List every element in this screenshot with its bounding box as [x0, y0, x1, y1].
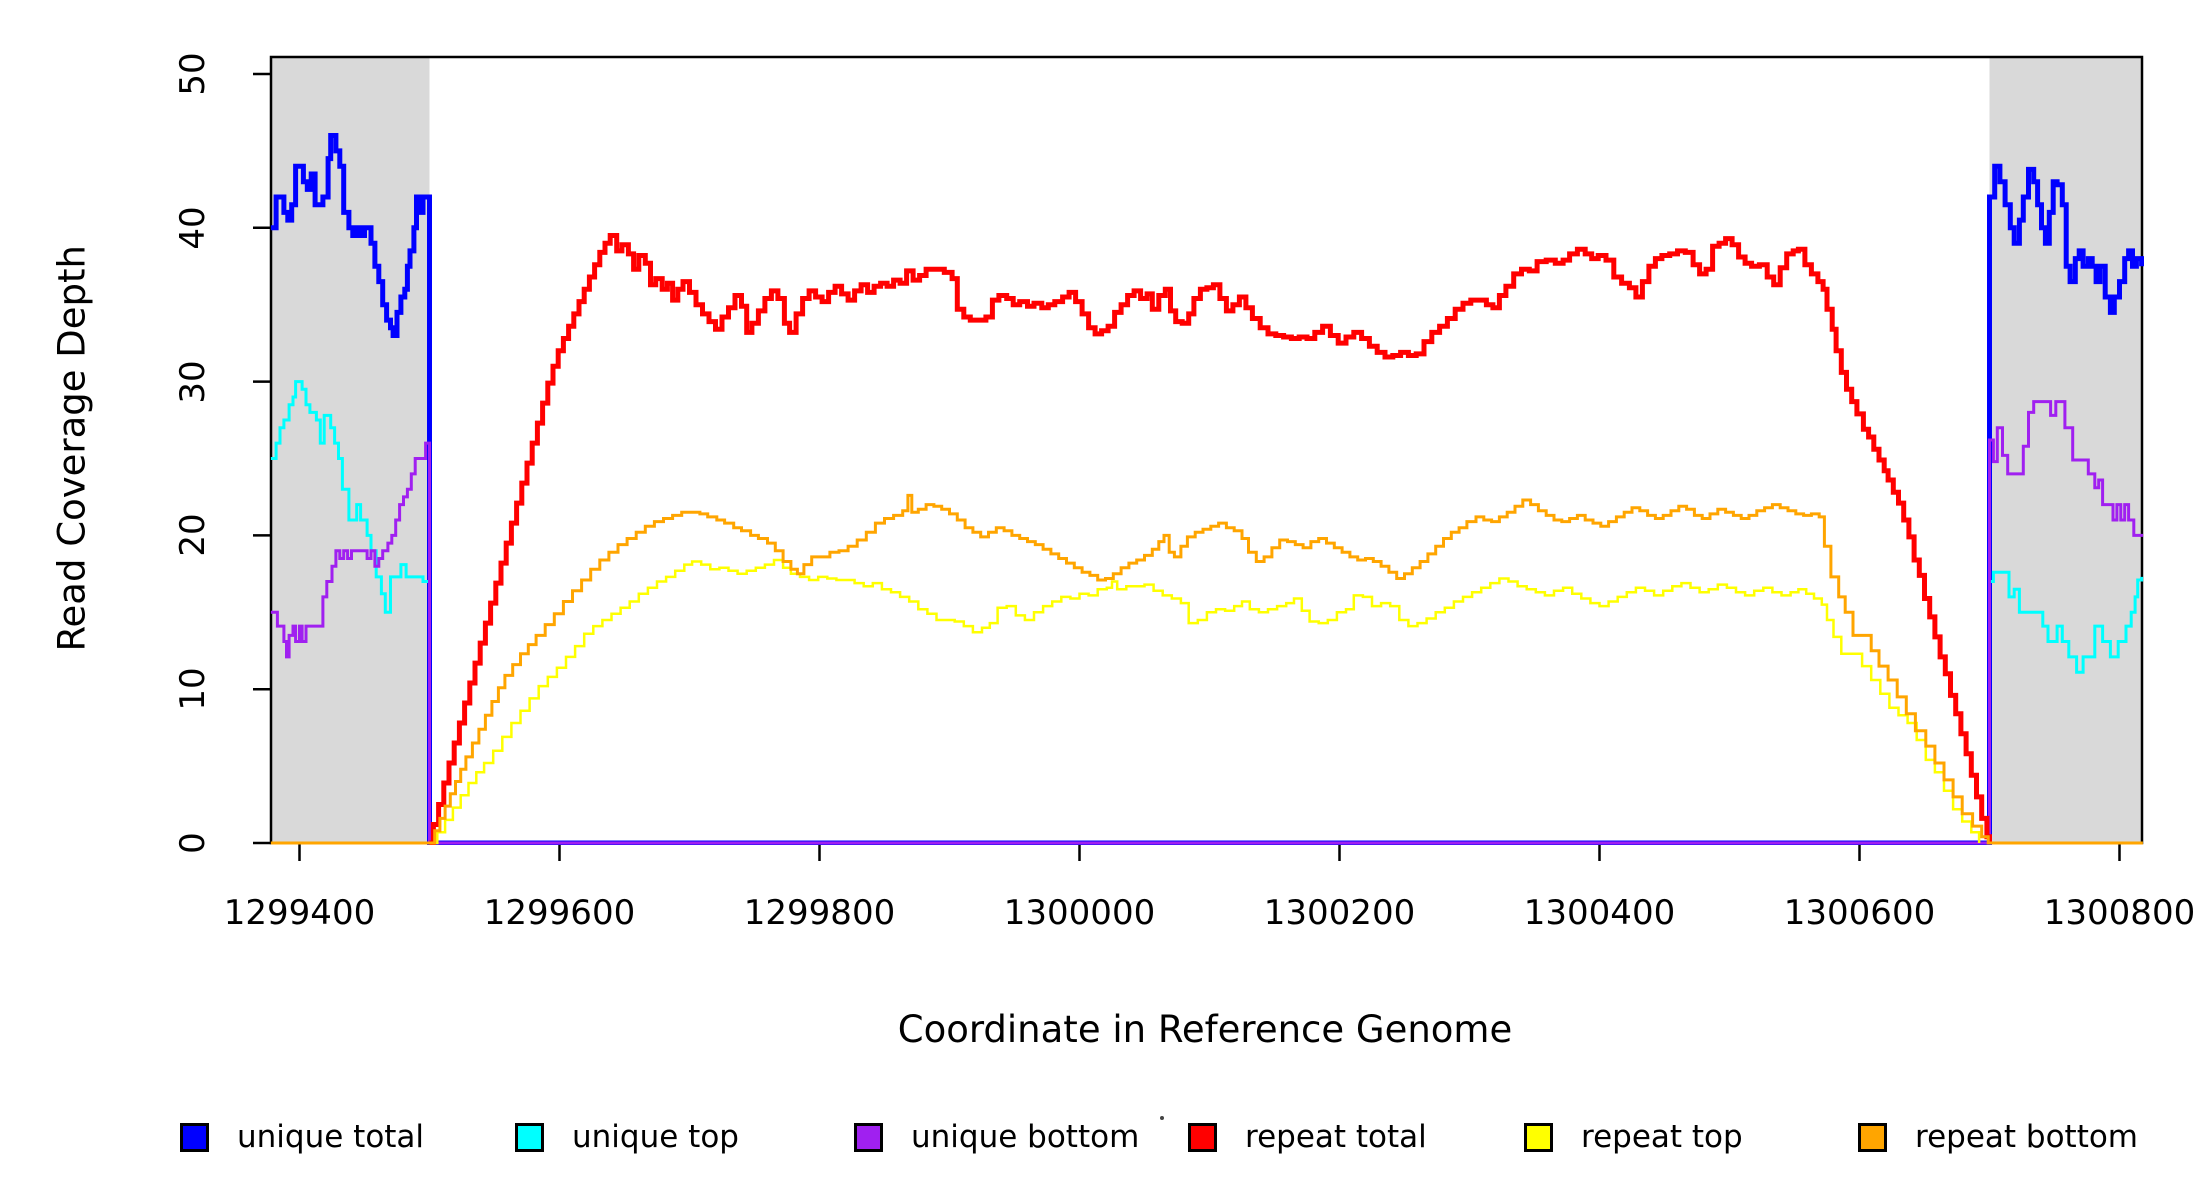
- x-tick-label: 1299800: [743, 893, 896, 933]
- x-tick-label: 1300200: [1263, 893, 1416, 933]
- x-axis-title: Coordinate in Reference Genome: [897, 1008, 1513, 1051]
- y-tick-label: 50: [173, 52, 213, 96]
- x-tick-label: 1299400: [223, 893, 376, 933]
- stray-dot: [1160, 1116, 1164, 1120]
- y-axis-title: Read Coverage Depth: [50, 245, 94, 652]
- y-tick-label: 10: [173, 667, 213, 711]
- shaded-region: [1989, 57, 2142, 843]
- y-tick-label: 20: [173, 513, 213, 558]
- x-tick-label: 1300400: [1523, 893, 1676, 933]
- x-tick-label: 1300600: [1783, 893, 1936, 933]
- y-tick-label: 0: [173, 832, 213, 854]
- series-repeat-total: [429, 233, 1992, 845]
- y-tick-label: 30: [173, 359, 213, 404]
- series-unique-total: [270, 133, 2144, 845]
- series-unique-top: [270, 380, 2144, 845]
- y-tick-label: 40: [173, 206, 213, 250]
- plot-box: [269, 55, 2144, 845]
- series-repeat-top: [429, 558, 1981, 845]
- x-tick-label: 1300000: [1003, 893, 1156, 933]
- series-unique-bottom: [270, 400, 2144, 845]
- series-repeat-bottom: [270, 493, 2143, 845]
- x-tick-label: 1300800: [2043, 893, 2196, 933]
- x-tick-label: 1299600: [483, 893, 636, 933]
